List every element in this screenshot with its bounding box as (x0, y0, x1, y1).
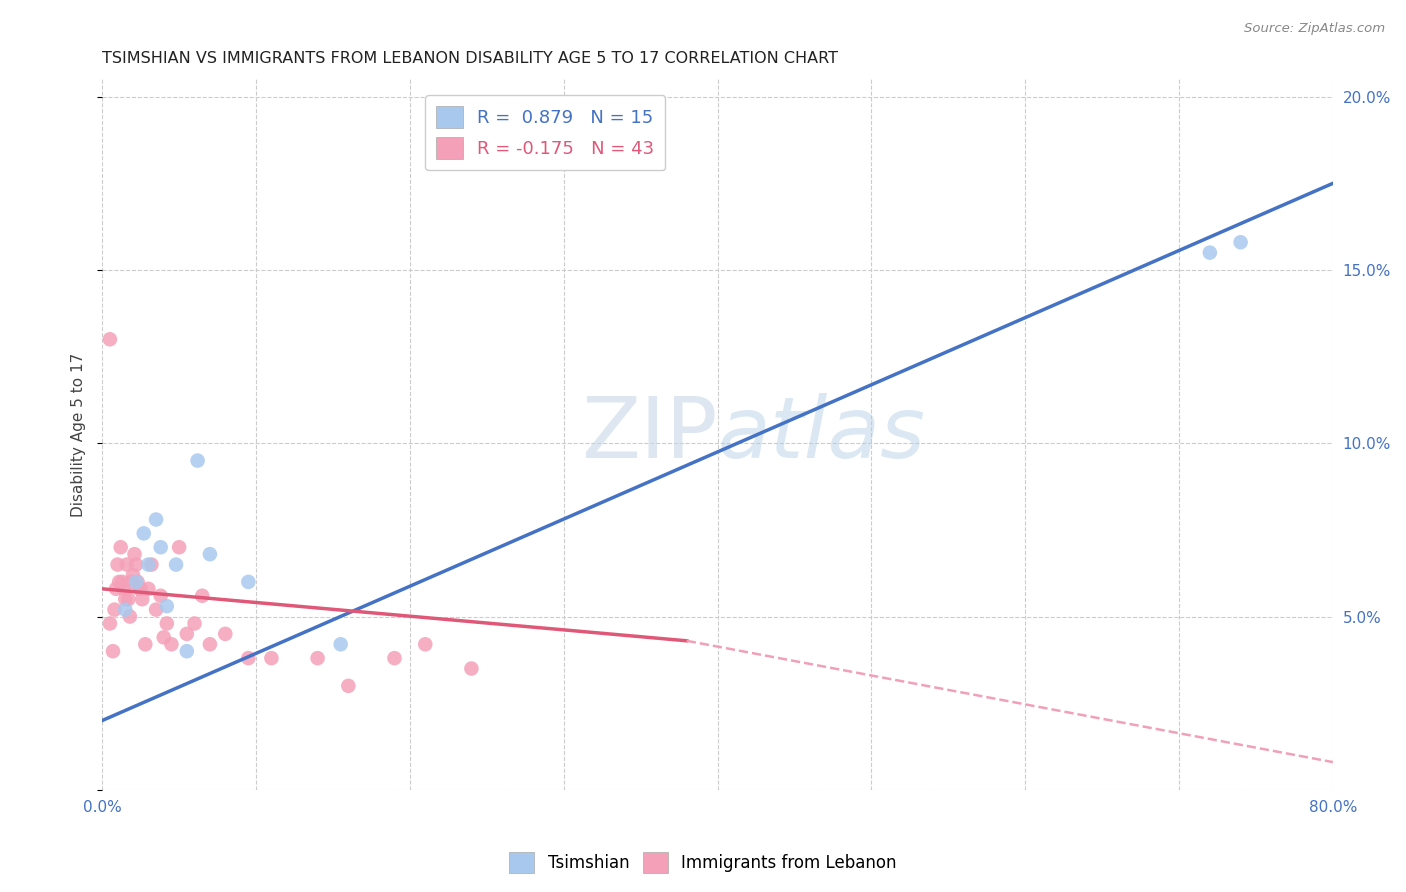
Point (138, 558, 160, 572)
Point (103, 602, 125, 616)
Point (105, 582, 128, 596)
Point (165, 558, 187, 572)
Point (131, 592, 153, 607)
Point (101, 644, 124, 658)
Point (112, 582, 135, 596)
Point (238, 574, 260, 589)
Point (176, 644, 198, 658)
Point (118, 609, 141, 624)
Point (238, 651, 260, 665)
Point (307, 651, 329, 665)
Point (134, 637, 156, 651)
Text: ZIP: ZIP (581, 393, 717, 476)
Legend: R =  0.879   N = 15, R = -0.175   N = 43: R = 0.879 N = 15, R = -0.175 N = 43 (425, 95, 665, 170)
Point (260, 651, 283, 665)
Text: atlas: atlas (717, 393, 925, 476)
Point (167, 540, 190, 554)
Point (152, 631, 174, 645)
Point (111, 574, 134, 589)
Text: TSIMSHIAN VS IMMIGRANTS FROM LEBANON DISABILITY AGE 5 TO 17 CORRELATION CHART: TSIMSHIAN VS IMMIGRANTS FROM LEBANON DIS… (103, 51, 838, 66)
Point (98, 332, 121, 346)
Point (127, 574, 149, 589)
Point (108, 574, 131, 589)
Point (145, 602, 167, 616)
Point (1229, 235, 1251, 250)
Point (384, 651, 406, 665)
Point (141, 558, 163, 572)
Point (145, 512, 167, 526)
Point (191, 589, 214, 603)
Legend: Tsimshian, Immigrants from Lebanon: Tsimshian, Immigrants from Lebanon (503, 846, 903, 880)
Point (198, 637, 221, 651)
Point (187, 453, 209, 467)
Point (198, 547, 221, 561)
Point (129, 582, 152, 596)
Point (156, 599, 179, 614)
Point (128, 582, 150, 596)
Point (117, 592, 139, 607)
Point (138, 582, 160, 596)
Point (1198, 245, 1220, 260)
Point (413, 637, 436, 651)
Point (156, 616, 179, 631)
Point (460, 661, 482, 675)
Point (98, 616, 121, 631)
Point (337, 679, 360, 693)
Point (176, 627, 198, 641)
Text: Source: ZipAtlas.com: Source: ZipAtlas.com (1244, 22, 1385, 36)
Point (149, 540, 172, 554)
Point (183, 616, 205, 631)
Point (214, 627, 236, 641)
Point (120, 574, 142, 589)
Y-axis label: Disability Age 5 to 17: Disability Age 5 to 17 (72, 352, 86, 516)
Point (110, 540, 132, 554)
Point (132, 526, 155, 541)
Point (125, 574, 148, 589)
Point (149, 589, 172, 603)
Point (125, 558, 148, 572)
Point (107, 558, 129, 572)
Point (115, 558, 138, 572)
Point (160, 637, 183, 651)
Point (114, 592, 136, 607)
Point (114, 602, 136, 616)
Point (329, 637, 352, 651)
Point (122, 568, 145, 582)
Point (124, 547, 146, 561)
